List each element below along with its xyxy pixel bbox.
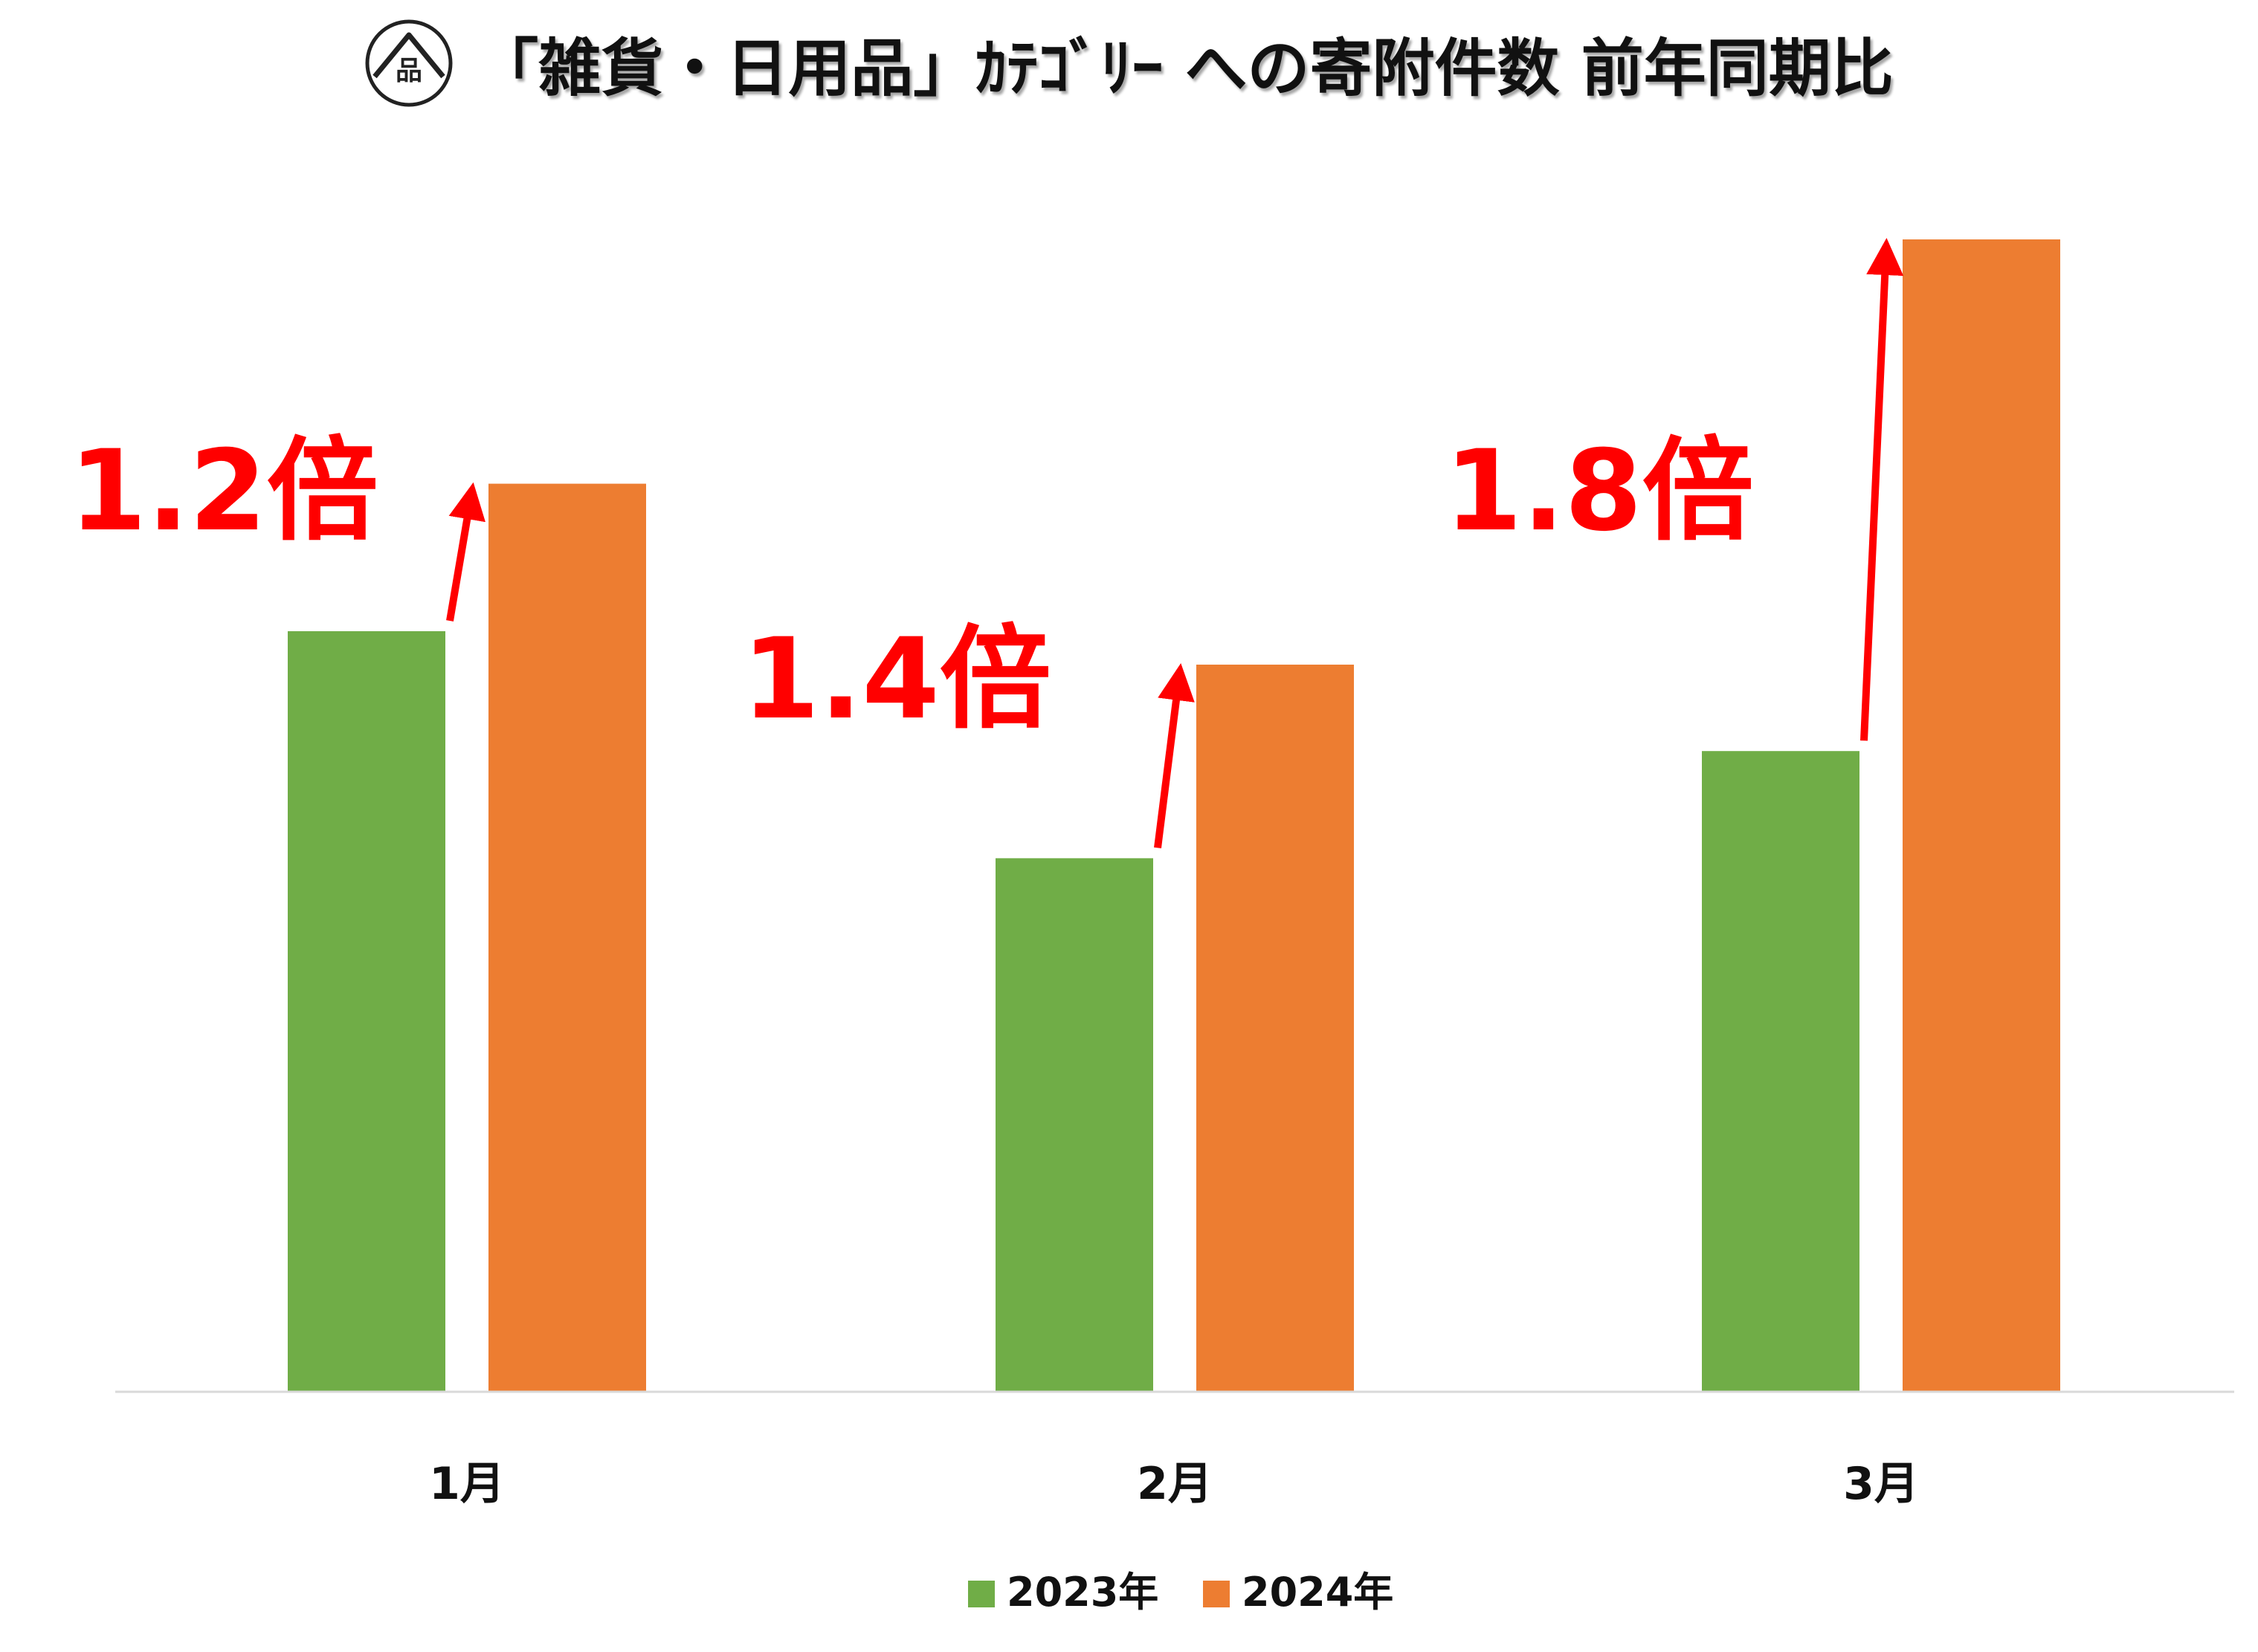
annotation-layer: 1.2倍 1.4倍 1.8倍 [69, 238, 1904, 848]
house-shinagawa-logo-icon: 品 [365, 19, 453, 107]
growth-arrow-2 [1154, 663, 1195, 848]
legend-swatch-2024 [1203, 1581, 1230, 1607]
x-tick-labels: 1月 2月 3月 [429, 1458, 1919, 1510]
legend-swatch-2023 [968, 1581, 995, 1607]
bar-2023-2 [996, 858, 1153, 1392]
bar-2024-3 [1903, 239, 2060, 1392]
x-tick-label-1: 1月 [429, 1458, 505, 1510]
legend-label-2024: 2024年 [1242, 1569, 1393, 1616]
title-bar: 品 「雑貨・日用品」ｶﾃｺﾞﾘｰ への寄附件数 前年同期比 [0, 0, 2258, 126]
logo-text: 品 [396, 56, 422, 86]
bars-layer [288, 239, 2060, 1392]
growth-ratio-label-1: 1.2倍 [69, 427, 378, 556]
growth-arrow-3 [1860, 238, 1904, 741]
chart-title: 「雑貨・日用品」ｶﾃｺﾞﾘｰ への寄附件数 前年同期比 [476, 31, 1894, 105]
bar-2023-3 [1702, 751, 1859, 1392]
bar-2023-1 [288, 631, 445, 1392]
legend: 2023年 2024年 [968, 1569, 1393, 1616]
x-tick-label-2: 2月 [1137, 1458, 1213, 1510]
growth-ratio-label-3: 1.8倍 [1445, 427, 1754, 556]
bar-2024-1 [488, 483, 646, 1392]
growth-arrow-1 [446, 482, 486, 622]
bar-2024-2 [1196, 664, 1354, 1392]
x-tick-label-3: 3月 [1843, 1458, 1919, 1510]
legend-label-2023: 2023年 [1007, 1569, 1158, 1616]
growth-ratio-label-2: 1.4倍 [742, 615, 1051, 744]
